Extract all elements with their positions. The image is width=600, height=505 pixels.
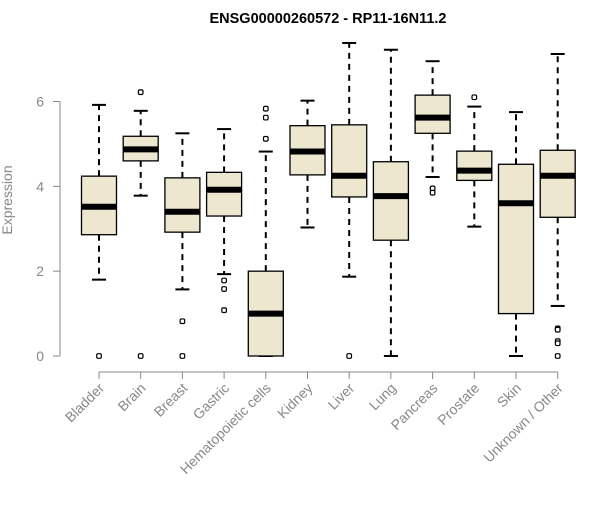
outlier-point bbox=[221, 277, 228, 284]
iqr-box bbox=[456, 150, 493, 182]
outlier-point bbox=[554, 326, 561, 333]
outlier-point bbox=[221, 286, 228, 292]
outlier-point bbox=[471, 94, 478, 101]
box-liver bbox=[331, 41, 368, 359]
outlier-point bbox=[262, 135, 269, 142]
x-tick-label: Bladder bbox=[62, 380, 108, 426]
y-tick-label: 4 bbox=[36, 178, 44, 194]
outlier-point bbox=[346, 353, 353, 359]
outlier-point bbox=[429, 189, 436, 196]
box-skin bbox=[497, 111, 535, 357]
box-unknown-other bbox=[539, 52, 576, 359]
outlier-point bbox=[554, 340, 561, 347]
iqr-box bbox=[164, 177, 201, 233]
x-tick-label: Breast bbox=[151, 380, 191, 420]
iqr-box bbox=[372, 161, 410, 241]
outlier-point bbox=[262, 105, 269, 112]
x-tick-label: Skin bbox=[494, 380, 525, 411]
iqr-box bbox=[205, 171, 243, 217]
box-hematopoietic-cells bbox=[247, 105, 284, 357]
box-breast bbox=[164, 132, 201, 359]
chart-title: ENSG00000260572 - RP11-16N11.2 bbox=[209, 11, 446, 27]
iqr-box bbox=[414, 94, 451, 134]
outlier-point bbox=[262, 114, 269, 121]
box-kidney bbox=[289, 99, 326, 229]
iqr-box bbox=[331, 124, 368, 198]
outlier-point bbox=[179, 353, 186, 359]
iqr-box bbox=[539, 149, 576, 218]
box-lung bbox=[372, 48, 410, 357]
x-tick-label: Unknown / Other bbox=[480, 380, 566, 466]
y-tick-label: 0 bbox=[36, 348, 44, 364]
box-brain bbox=[122, 89, 159, 359]
x-tick-label: Lung bbox=[366, 380, 399, 413]
x-tick-label: Brain bbox=[114, 380, 148, 414]
axes: 0 2 4 6 bbox=[36, 94, 559, 379]
outlier-point bbox=[96, 353, 102, 359]
outlier-point bbox=[137, 89, 144, 96]
box-pancreas bbox=[414, 60, 451, 196]
y-tick-label: 6 bbox=[36, 94, 44, 110]
y-axis-label: Expression bbox=[0, 165, 15, 234]
y-tick-label: 2 bbox=[36, 263, 44, 279]
outlier-point bbox=[179, 318, 186, 325]
outlier-point bbox=[554, 353, 561, 359]
x-tick-label: Kidney bbox=[274, 380, 316, 422]
box-bladder bbox=[80, 103, 118, 359]
outlier-point bbox=[137, 353, 144, 359]
box-gastric bbox=[205, 128, 243, 314]
box-prostate bbox=[456, 94, 493, 228]
boxes bbox=[80, 41, 576, 359]
x-tick-label: Liver bbox=[325, 380, 358, 413]
x-tick-label: Prostate bbox=[434, 380, 482, 428]
iqr-box bbox=[497, 163, 535, 315]
outlier-point bbox=[221, 307, 228, 314]
